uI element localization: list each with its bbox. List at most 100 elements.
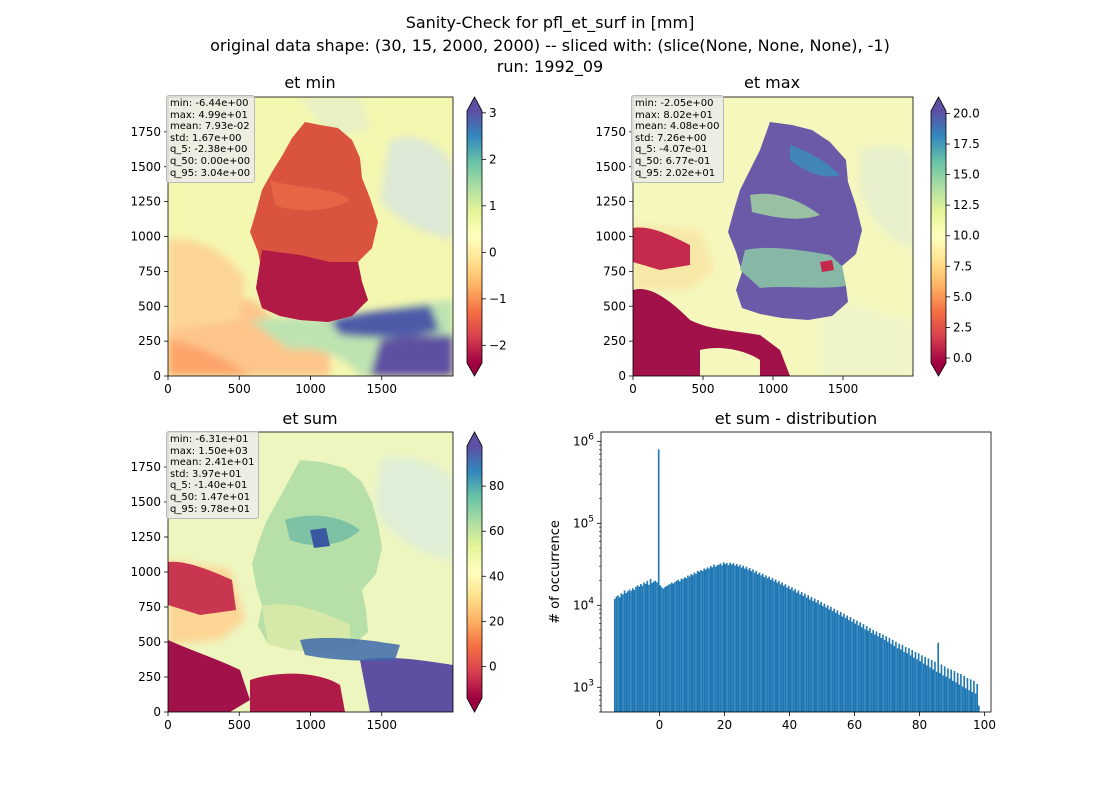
histogram-bar	[869, 627, 871, 712]
histogram-bar	[747, 569, 749, 712]
histogram-bar	[919, 661, 922, 712]
histogram-bar	[978, 705, 980, 712]
colorbar-tick-label: 20	[489, 614, 504, 628]
histogram-bar	[742, 565, 744, 712]
colorbar-tick-label: 20.0	[953, 106, 980, 120]
colorbar-tick-label: 0	[489, 245, 497, 259]
et-max-title: et max	[744, 73, 800, 92]
histogram-bar	[770, 579, 772, 712]
histogram-bar	[870, 632, 873, 712]
et-sum-germany-region	[252, 460, 382, 652]
histogram-bar	[748, 568, 751, 712]
histogram-bar	[714, 566, 717, 712]
y-tick-label: 1250	[130, 195, 161, 209]
colorbar-tick-label: 17.5	[953, 137, 980, 151]
histogram-bar	[763, 577, 766, 712]
histogram-bar	[800, 592, 803, 712]
y-tick-label: 0	[618, 369, 626, 383]
histogram-bar	[927, 658, 930, 712]
histogram-bar	[828, 609, 831, 712]
x-tick-label: 20	[717, 718, 732, 732]
histogram-bar	[904, 647, 907, 712]
histogram-bar	[755, 571, 757, 712]
y-tick-label: 500	[138, 299, 161, 313]
histogram-bar	[891, 639, 894, 712]
histogram-bar	[703, 568, 705, 712]
histogram-bar	[953, 671, 956, 712]
figure-suptitle-line-2: original data shape: (30, 15, 2000, 2000…	[210, 36, 890, 55]
histogram-bar	[667, 584, 670, 712]
histogram-bar	[622, 594, 624, 712]
stat-line: std: 1.67e+00	[170, 132, 242, 144]
histogram-bar	[654, 580, 657, 712]
stat-line: q_95: 9.78e+01	[170, 503, 251, 515]
histogram-bar	[623, 590, 626, 712]
stat-line: q_5: -2.38e+00	[170, 144, 248, 156]
histogram-bar	[649, 578, 652, 712]
colorbar-tick-label: 80	[489, 479, 504, 493]
et-sum-axes: 0 500 1000 1500 0 250 500 750 1000 1250 1500 1750	[130, 460, 397, 732]
histogram-bar	[973, 680, 975, 712]
histogram-bar	[878, 632, 881, 712]
histogram-bar	[833, 608, 835, 712]
histogram-bar	[716, 565, 718, 712]
histogram-bar	[908, 648, 910, 712]
histogram-bar	[766, 578, 769, 712]
colorbar-tick-label: 5.0	[953, 290, 972, 304]
histogram-bar	[929, 667, 931, 712]
histogram-bar	[835, 612, 837, 712]
histogram-bar	[862, 624, 865, 712]
histogram-bar	[826, 605, 829, 712]
histogram-bar	[680, 578, 683, 712]
histogram-title: et sum - distribution	[715, 409, 877, 428]
y-tick-label: 1500	[130, 495, 161, 509]
et-sum-title: et sum	[282, 409, 337, 428]
histogram-bar	[753, 572, 756, 712]
histogram-bar	[914, 651, 917, 712]
stat-line: q_5: -4.07e-01	[635, 144, 708, 156]
x-tick-label: 0	[164, 382, 172, 396]
histogram-bar	[947, 668, 949, 712]
y-tick-label: 1000	[130, 230, 161, 244]
histogram-bar	[773, 581, 775, 712]
histogram-bar	[838, 614, 840, 712]
histogram-bar	[887, 641, 889, 712]
histogram-bar	[911, 650, 913, 712]
histogram-bar	[771, 578, 774, 712]
stat-line: mean: 2.41e+01	[170, 457, 255, 469]
et-max-colorbar	[931, 111, 946, 363]
histogram-bar	[783, 586, 785, 712]
x-tick-label: 1000	[758, 382, 789, 396]
histogram-bar	[848, 620, 850, 712]
et-min-title: et min	[284, 73, 335, 92]
histogram-bar	[726, 563, 728, 712]
histogram-bar	[695, 573, 697, 712]
et-min-heatmap	[168, 97, 453, 376]
stat-line: mean: 7.93e-02	[170, 121, 250, 133]
histogram-bar	[750, 571, 753, 712]
histogram-bar	[627, 591, 629, 712]
histogram-bar	[815, 602, 818, 712]
histogram-bar	[796, 592, 798, 712]
histogram-bar	[820, 601, 822, 712]
histogram-bar	[857, 625, 860, 712]
y-tick-label: 103	[573, 678, 594, 694]
histogram-bar	[939, 672, 941, 712]
histogram-bar	[898, 643, 900, 712]
y-tick-label: 1000	[130, 565, 161, 579]
histogram-bar	[732, 563, 735, 712]
x-tick-label: 0	[629, 382, 637, 396]
et-min-colorbar-ticks: 3 2 1 0 −1 −2	[482, 106, 507, 352]
histogram-bar	[940, 664, 943, 712]
histogram-bar	[721, 565, 723, 712]
histogram-bar	[817, 600, 819, 712]
et-min-stats-box: min: -6.44e+00 max: 4.99e+01 mean: 7.93e…	[166, 95, 256, 184]
histogram-bar	[722, 562, 725, 712]
y-tick-label: 0	[153, 705, 161, 719]
histogram-bar	[802, 595, 805, 712]
histogram-bar	[952, 680, 954, 712]
histogram-bar	[757, 574, 759, 712]
histogram-bar	[709, 565, 712, 712]
histogram-bar	[620, 593, 623, 712]
histogram-bar	[656, 582, 658, 712]
